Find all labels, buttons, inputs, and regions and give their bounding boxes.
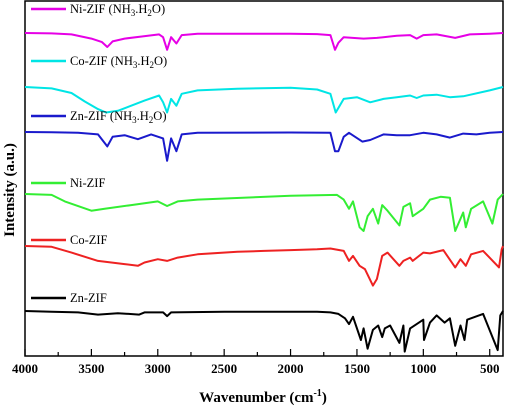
x-axis-label-superscript: -1	[313, 388, 321, 399]
x-axis-label: Wavenumber (cm-1)	[199, 388, 327, 406]
series-line	[24, 245, 504, 287]
x-tick-label: 500	[480, 361, 500, 376]
series-labels: Ni-ZIF (NH3.H2O) Co-ZIF (NH3.H2O) Zn-ZIF (…	[31, 2, 167, 305]
y-axis-label: Intensity (a.u.)	[2, 143, 18, 237]
x-tick-label: 3500	[78, 361, 104, 376]
x-tick-label: 1500	[344, 361, 370, 376]
legend-label: Zn-ZIF (NH3.H2O)	[70, 109, 167, 125]
series-line	[24, 193, 504, 232]
x-axis-label-main: Wavenumber (cm	[199, 390, 314, 406]
series-lines	[24, 32, 504, 353]
x-tick-label: 2000	[278, 361, 304, 376]
x-tick-label: 1000	[410, 361, 436, 376]
x-tick-label: 3000	[145, 361, 171, 376]
series-line	[24, 131, 504, 162]
plot-frame	[24, 0, 504, 357]
x-tick-label: 4000	[12, 361, 38, 376]
series-line	[24, 32, 504, 51]
x-tick-labels: 4000 3500 3000 2500 2000 1500 1000 500	[12, 361, 499, 376]
series-line	[24, 86, 504, 114]
legend-label: Co-ZIF	[70, 233, 108, 247]
axes	[24, 0, 504, 357]
series-line	[24, 310, 504, 353]
x-axis-label-suffix: )	[322, 390, 327, 406]
x-tick-label: 2500	[211, 361, 237, 376]
legend-label: Ni-ZIF	[70, 176, 105, 190]
legend-label: Zn-ZIF	[70, 291, 107, 305]
legend-label: Ni-ZIF (NH3.H2O)	[70, 2, 165, 18]
legend-label: Co-ZIF (NH3.H2O)	[70, 54, 167, 70]
